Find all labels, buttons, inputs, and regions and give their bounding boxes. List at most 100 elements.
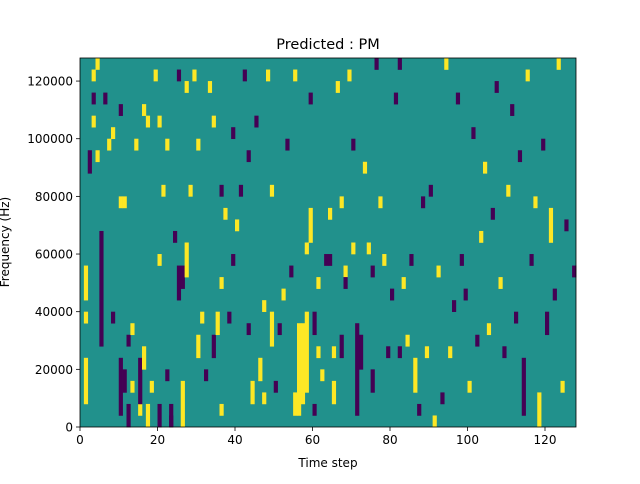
heatmap-cell [308, 207, 313, 243]
heatmap-cell [440, 392, 445, 405]
heatmap-cell [378, 196, 383, 209]
heatmap-cell [382, 254, 387, 266]
heatmap-cell [502, 346, 507, 359]
heatmap-cell [126, 403, 131, 428]
heatmap-cell [118, 104, 123, 116]
y-tick-label: 80000 [35, 190, 73, 204]
y-tick-label: 40000 [35, 305, 73, 319]
heatmap-cell [514, 311, 519, 324]
heatmap-cell [436, 265, 441, 278]
heatmap-cell [157, 403, 162, 428]
heatmap-cell [463, 288, 468, 301]
heatmap-cell [343, 265, 348, 278]
heatmap-cell [83, 265, 89, 301]
x-axis-label: Time step [297, 456, 357, 470]
heatmap-cell [397, 346, 402, 359]
heatmap-cell [215, 311, 220, 336]
heatmap-cell [335, 81, 340, 93]
heatmap-cell [452, 300, 457, 312]
heatmap-cell [161, 184, 166, 197]
heatmap-background [80, 58, 576, 427]
heatmap-cell [293, 392, 298, 416]
heatmap-cell [390, 288, 395, 301]
heatmap-cell [87, 150, 92, 174]
heatmap-cell [91, 92, 96, 105]
heatmap-cell [142, 346, 147, 370]
heatmap-cell [118, 357, 123, 416]
heatmap-cell [297, 323, 302, 416]
y-tick-label: 20000 [35, 363, 73, 377]
heatmap-cell [359, 334, 364, 370]
y-tick-label: 100000 [27, 132, 73, 146]
heatmap-cell [111, 311, 116, 324]
heatmap-cell [130, 323, 135, 336]
heatmap-cell [386, 346, 391, 359]
heatmap-cell [448, 346, 453, 359]
heatmap-cell [196, 138, 201, 151]
plot-frame [79, 57, 577, 428]
heatmap-cell [343, 277, 348, 289]
heatmap-cell [242, 69, 247, 82]
heatmap-cell [169, 403, 174, 428]
heatmap-cell [490, 207, 495, 220]
heatmap-cell [254, 115, 259, 128]
heatmap-cell [370, 265, 375, 278]
heatmap-cell [176, 265, 182, 301]
heatmap-cell [432, 415, 437, 428]
heatmap-cell [157, 254, 162, 266]
heatmap-cell [211, 115, 216, 128]
heatmap-cell [320, 369, 325, 382]
heatmap-cell [517, 150, 523, 163]
heatmap-cell [393, 92, 399, 105]
heatmap-cell [467, 380, 472, 393]
heatmap-cell [409, 254, 414, 266]
y-tick-label: 60000 [35, 248, 73, 262]
heatmap-cell [281, 288, 286, 301]
heatmap-cell [91, 115, 96, 128]
heatmap-cell [134, 138, 139, 151]
heatmap-cell [285, 138, 290, 151]
heatmap-plot-area [79, 57, 577, 428]
heatmap-cell [269, 311, 275, 347]
heatmap-cell [401, 277, 406, 289]
heatmap-cell [122, 196, 127, 209]
heatmap-cell [366, 242, 371, 255]
heatmap-cell [180, 380, 185, 428]
heatmap-cell [138, 357, 143, 405]
heatmap-cell [196, 334, 201, 359]
heatmap-cell [498, 277, 503, 289]
heatmap-cell [238, 184, 244, 197]
heatmap-cell [122, 369, 127, 393]
heatmap-cell [541, 138, 546, 151]
heatmap-cell [304, 242, 309, 255]
heatmap-cell [525, 69, 530, 82]
heatmap-cell [223, 207, 228, 220]
heatmap-cell [211, 334, 216, 359]
heatmap-cell [111, 127, 116, 140]
heatmap-cell [99, 300, 104, 347]
heatmap-cell [273, 380, 278, 393]
y-tick-label: 0 [65, 421, 73, 435]
x-tick-label: 120 [534, 433, 557, 447]
heatmap-cell [231, 127, 236, 140]
heatmap-cell [184, 242, 189, 278]
heatmap-cell [370, 369, 375, 393]
heatmap-cell [328, 254, 333, 266]
heatmap-cell [126, 334, 131, 347]
heatmap-cell [556, 58, 561, 70]
heatmap-cell [289, 265, 294, 278]
heatmap-cell [95, 150, 100, 163]
heatmap-cell [424, 346, 430, 359]
heatmap-cell [258, 357, 263, 382]
heatmap-cell [316, 277, 321, 289]
y-axis: 0 20000 40000 60000 80000 100000 120000 [27, 75, 80, 435]
heatmap-cell [145, 403, 151, 428]
heatmap-cell [471, 127, 476, 140]
heatmap-cell [269, 184, 275, 197]
heatmap-cell [250, 380, 255, 405]
heatmap-cell [118, 196, 123, 209]
heatmap-cell [149, 380, 154, 393]
heatmap-cell [157, 115, 162, 128]
heatmap-cell [479, 230, 484, 243]
